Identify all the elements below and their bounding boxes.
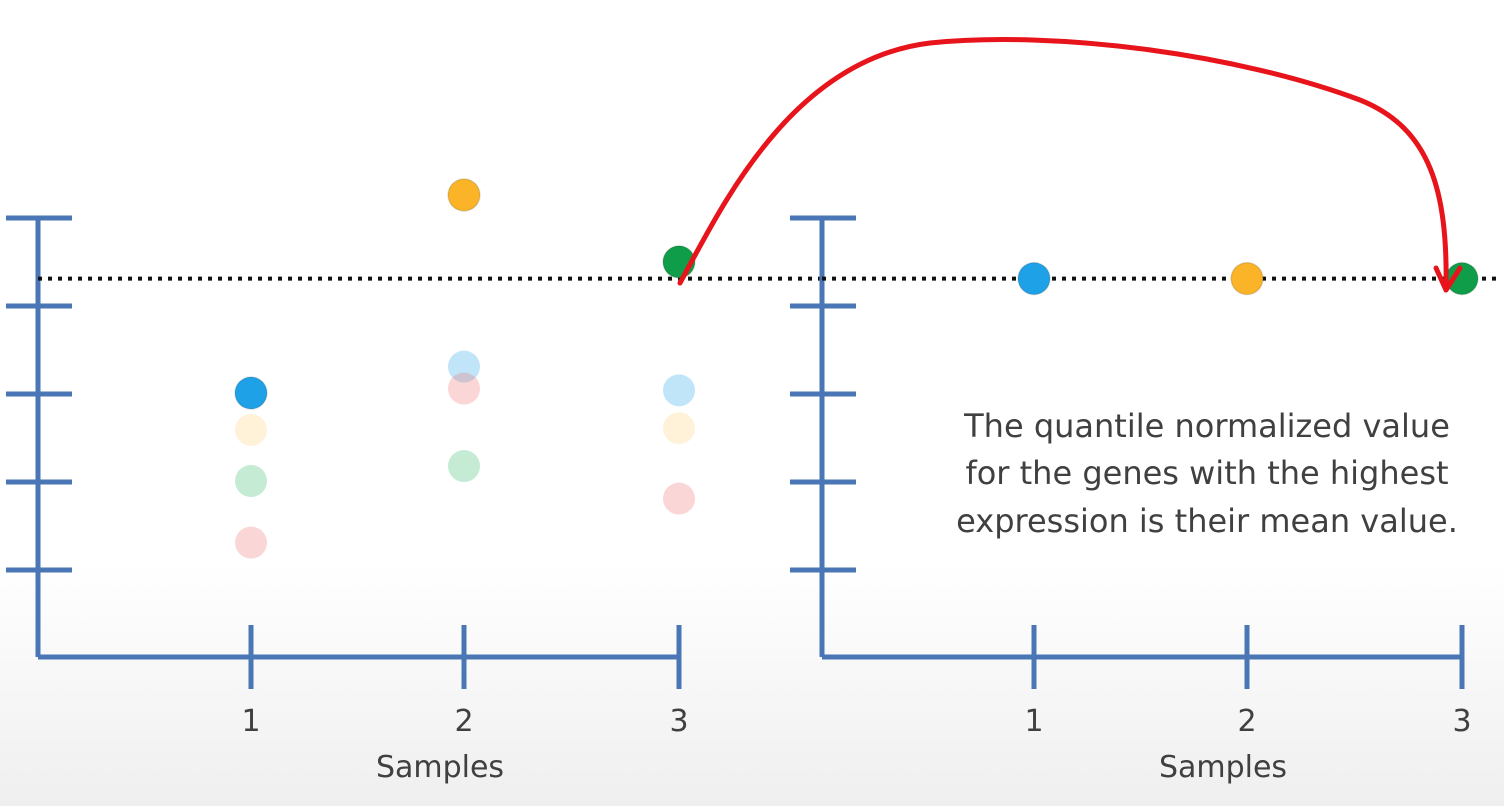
faded-data-point <box>235 413 267 446</box>
x-tick-label: 1 <box>1024 704 1043 739</box>
red-arrow <box>677 37 1449 293</box>
chart-panel-1: 1 2 3 Samples <box>6 178 820 785</box>
x-tick-label: 2 <box>454 704 473 739</box>
faded-data-point <box>663 412 695 445</box>
x-tick-label: 3 <box>669 704 688 739</box>
annotation-line: The quantile normalized value <box>963 407 1450 445</box>
x-axis-label: Samples <box>1159 750 1287 785</box>
data-point <box>234 376 268 410</box>
faded-data-point <box>448 372 480 405</box>
data-point <box>1230 261 1264 296</box>
faded-data-point <box>235 526 267 559</box>
x-axis-label: Samples <box>376 750 504 785</box>
annotation-line: expression is their mean value. <box>956 502 1458 540</box>
faded-data-point <box>448 450 480 483</box>
annotation-line: for the genes with the highest <box>965 454 1448 492</box>
data-point <box>447 178 481 212</box>
red-arrow-head <box>1433 265 1463 293</box>
x-tick-label: 1 <box>241 704 260 739</box>
chart-panel-2: 1 2 3 Samples <box>790 215 1500 785</box>
faded-data-point <box>663 482 695 515</box>
annotation-text: The quantile normalized value for the ge… <box>956 407 1458 540</box>
x-tick-label: 3 <box>1452 704 1471 739</box>
faded-data-point <box>235 465 267 497</box>
faded-data-point <box>663 374 695 407</box>
data-point <box>1017 261 1051 296</box>
x-tick-label: 2 <box>1237 704 1256 739</box>
faded-data-point <box>448 350 480 383</box>
